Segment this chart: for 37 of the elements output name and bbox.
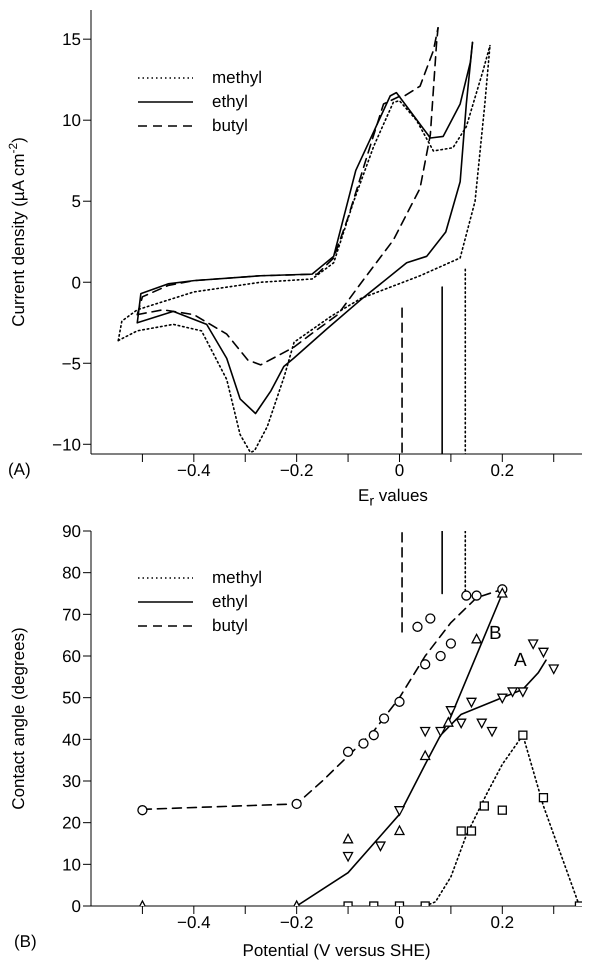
annotation: A <box>514 650 527 672</box>
y-tick-label: 20 <box>62 814 81 833</box>
y-tick-label: 0 <box>72 897 81 916</box>
text: E$_{r}$ values <box>358 486 428 510</box>
y-tick-label: 90 <box>62 522 81 542</box>
legend-label: methyl <box>212 68 262 88</box>
y-tick-label: −10 <box>52 435 81 454</box>
x-tick-label: −0.2 <box>280 913 314 932</box>
y-tick-label: 5 <box>72 192 81 212</box>
y-tick-label: 60 <box>62 647 81 666</box>
x-tick-label: 0 <box>394 461 404 480</box>
legend-label: ethyl <box>212 92 248 112</box>
legend-label: methyl <box>212 568 262 588</box>
x-tick-label: −0.4 <box>177 913 211 932</box>
y-tick-label: 30 <box>62 772 81 792</box>
legend-label: butyl <box>212 116 248 136</box>
text: (B) <box>14 932 37 952</box>
x-tick-label: 0 <box>394 913 404 932</box>
x-tick-label: −0.4 <box>177 461 211 480</box>
text: (A) <box>8 460 31 480</box>
x-tick-label: −0.2 <box>280 461 314 480</box>
y-tick-label: −5 <box>62 354 81 374</box>
legend-label: butyl <box>212 616 248 636</box>
legend-label: ethyl <box>212 592 248 612</box>
annotation: B <box>489 623 502 645</box>
y-tick-label: 40 <box>62 730 81 750</box>
x-axis-title: Potential (V versus SHE) <box>242 941 431 960</box>
y-tick-label: 10 <box>62 111 81 130</box>
y-tick-label: 80 <box>62 564 81 583</box>
y-tick-label: 0 <box>72 273 81 292</box>
y-tick-label: 70 <box>62 605 81 624</box>
y-tick-label: 15 <box>62 30 81 50</box>
y-tick-label: 50 <box>62 688 81 708</box>
y-axis-title: Contact angle (degrees) <box>9 627 28 810</box>
x-tick-label: 0.2 <box>490 461 514 480</box>
y-tick-label: 10 <box>62 855 81 874</box>
x-tick-label: 0.2 <box>490 913 514 932</box>
